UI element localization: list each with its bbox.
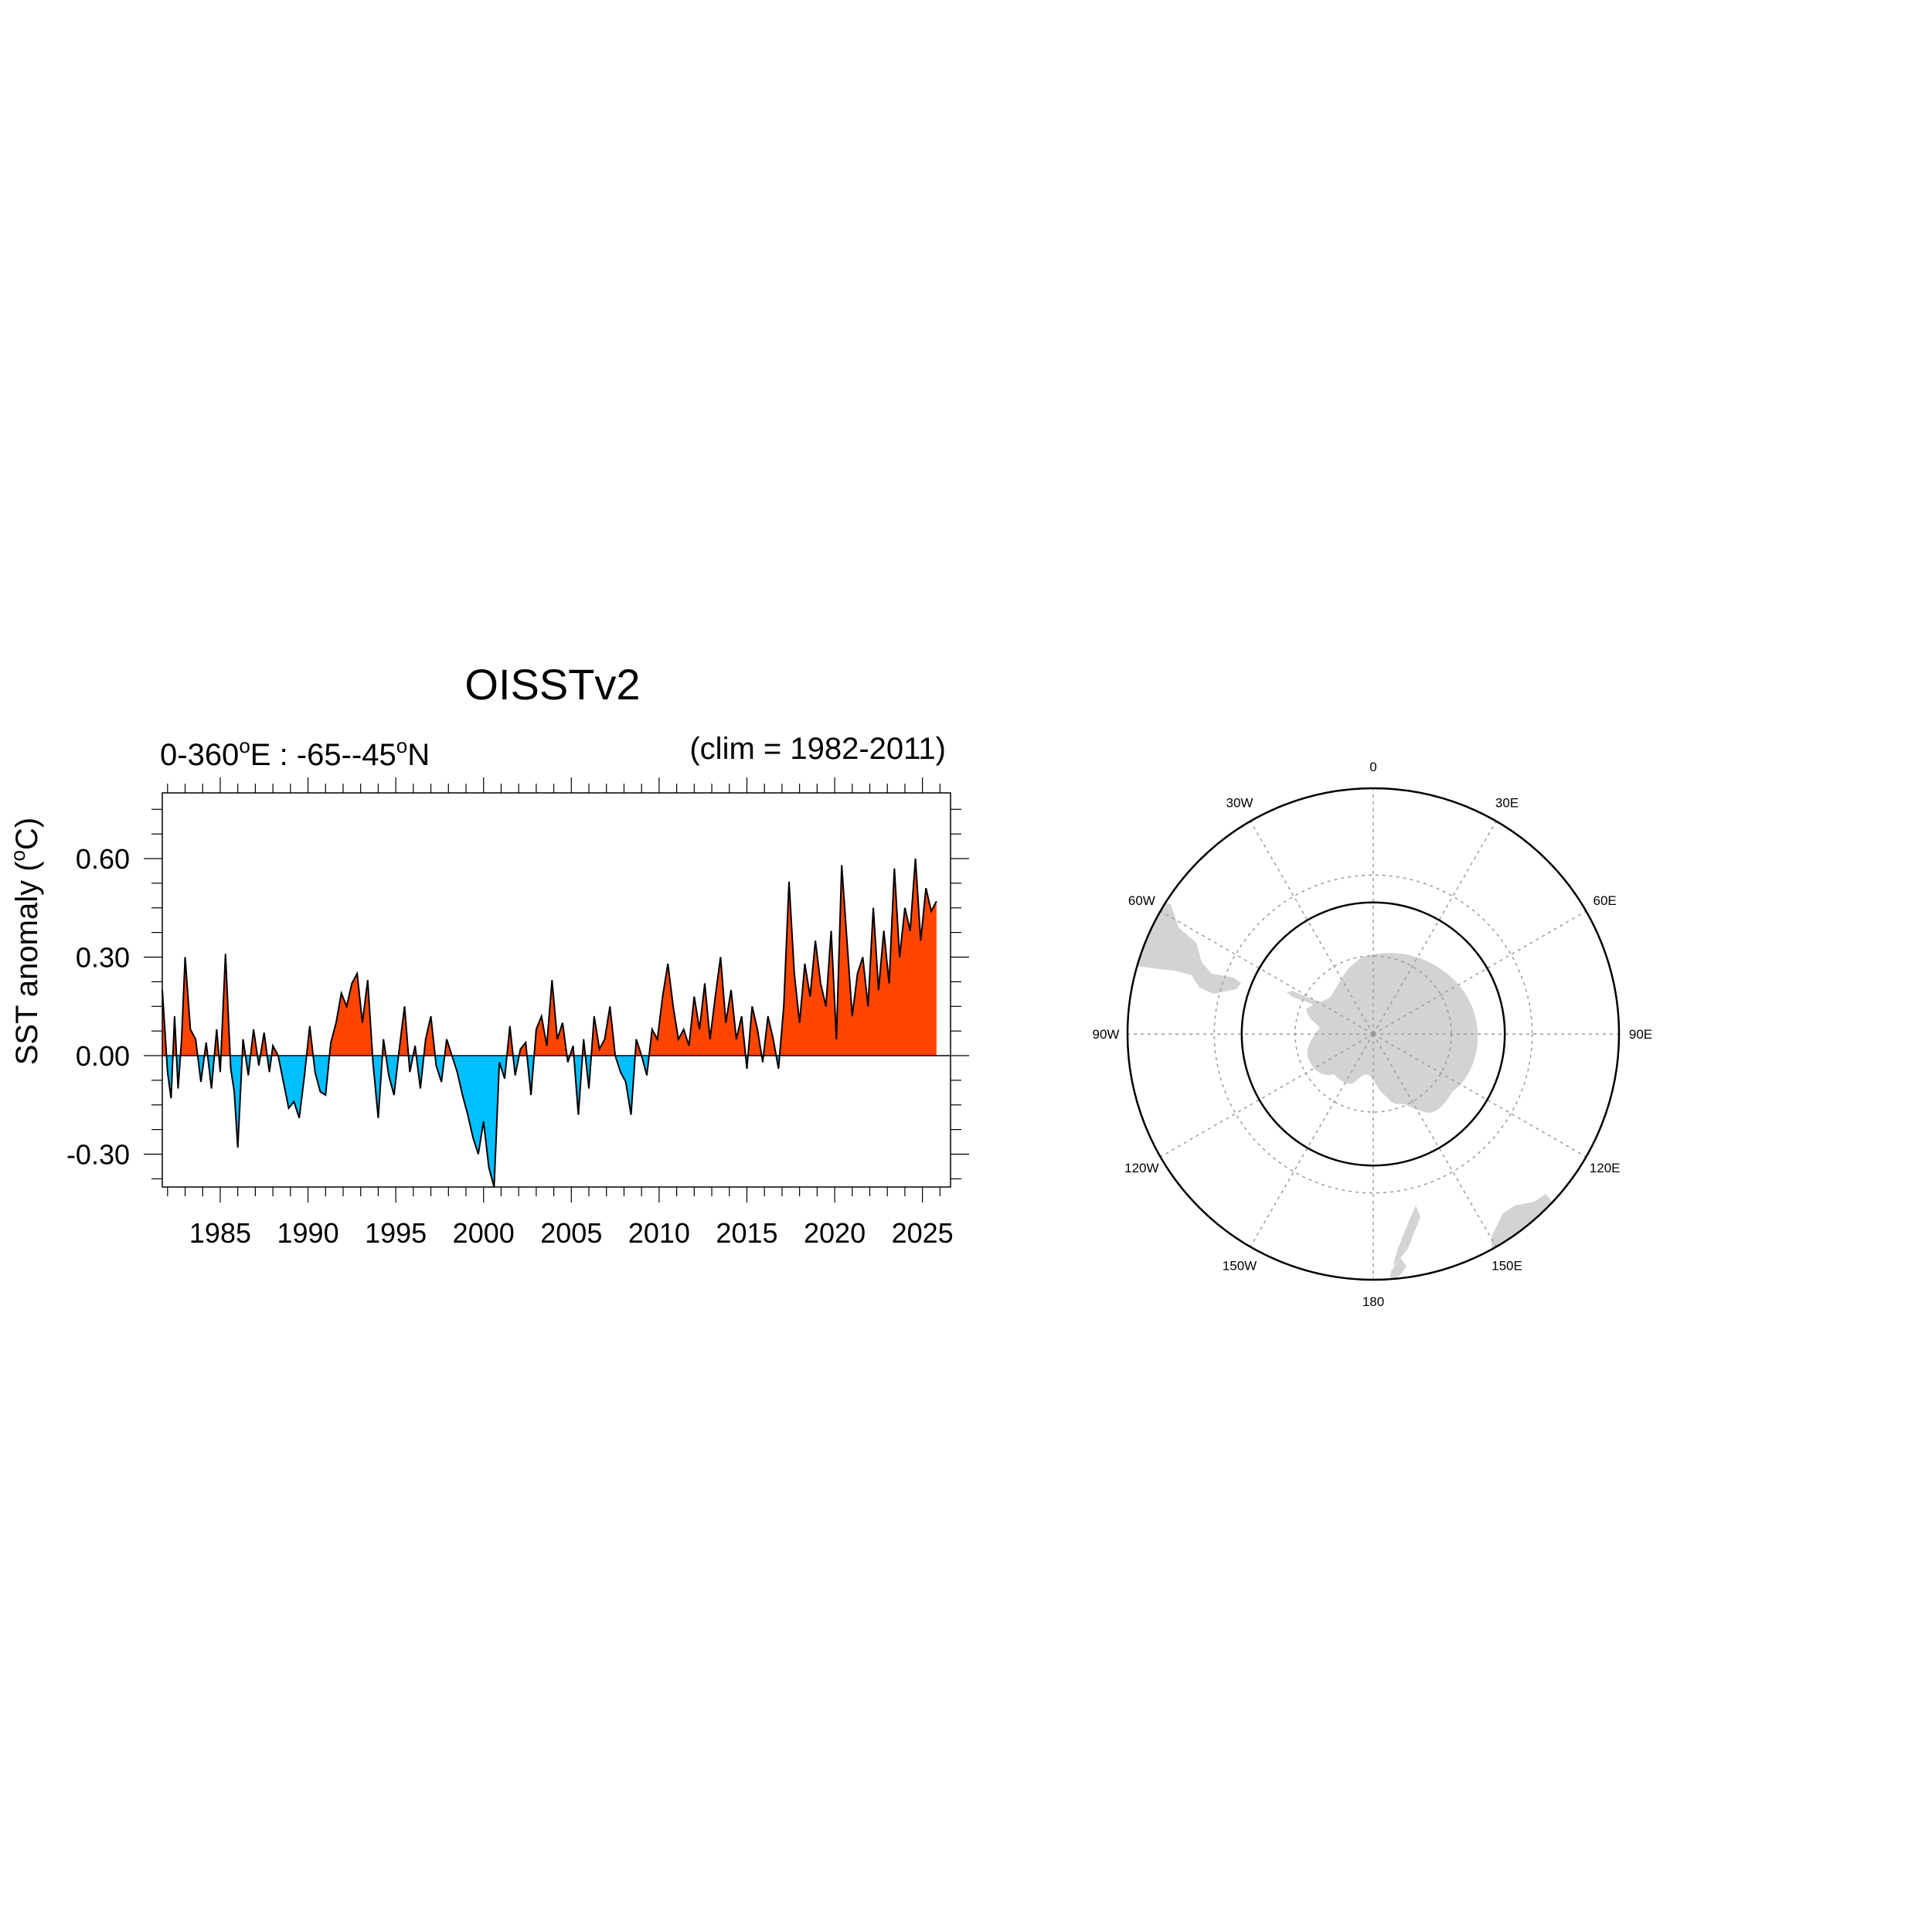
antarctica-landmass	[1306, 953, 1478, 1113]
x-tick-label: 1990	[277, 1217, 339, 1249]
region-box-inner-circle	[1240, 901, 1506, 1167]
x-tick-label: 2000	[453, 1217, 515, 1249]
longitude-label: 150W	[1223, 1259, 1257, 1274]
new-zealand-south-island	[1389, 1258, 1406, 1280]
positive-anomaly-fill	[162, 859, 937, 1056]
longitude-label: 30E	[1495, 795, 1519, 810]
longitude-label: 90E	[1629, 1027, 1652, 1042]
longitude-labels: 0 30E 60E 90E 120E 150E 180 150W 120W 90W 60W 30W	[1093, 760, 1653, 1309]
longitude-label: 180	[1362, 1294, 1384, 1309]
x-tick-label: 2010	[628, 1217, 690, 1249]
climatology-subtitle: (clim = 1982-2011)	[689, 732, 946, 766]
latitude-gridline	[1213, 874, 1533, 1194]
plot-frame	[162, 792, 951, 1188]
new-zealand-landmass	[1393, 1206, 1420, 1267]
region-subtitle-part1: 0-360	[160, 738, 239, 772]
y-axis-label: SST anomaly (oC)	[6, 818, 44, 1066]
y-tick-label: -0.30	[66, 1139, 130, 1171]
region-subtitle-degree-2: o	[396, 734, 407, 757]
map-land-layer	[1128, 893, 1577, 1280]
region-box-outline	[1126, 787, 1621, 1281]
y-axis-label-part1: SST anomaly (	[10, 861, 44, 1065]
longitude-label: 0	[1369, 760, 1376, 774]
chart-title: OISSTv2	[464, 660, 640, 709]
negative-anomaly-fill	[162, 1056, 937, 1187]
longitude-label: 120E	[1590, 1161, 1621, 1175]
longitude-label: 90W	[1093, 1027, 1120, 1042]
region-subtitle-degree-1: o	[239, 734, 250, 757]
anomaly-area-series	[162, 858, 937, 1188]
chart-axes	[144, 777, 969, 1202]
longitude-gridline	[1250, 1033, 1374, 1247]
longitude-label: 60W	[1128, 893, 1155, 908]
tick-labels: 1985 1990 1995 2000 2005 2010 2015 2020 2025 -0.3…	[66, 843, 954, 1249]
longitude-gridline	[1372, 1033, 1587, 1158]
x-tick-label: 2005	[540, 1217, 602, 1249]
longitude-gridline	[1372, 910, 1587, 1035]
longitude-label: 30W	[1226, 795, 1253, 810]
longitude-label: 60E	[1594, 893, 1617, 908]
x-tick-label: 2025	[892, 1217, 954, 1249]
y-tick-label: 0.60	[76, 843, 130, 875]
y-axis-label-part2: C)	[10, 818, 44, 850]
x-tick-label: 2015	[716, 1217, 777, 1249]
x-tick-label: 1995	[365, 1217, 427, 1249]
antarctic-peninsula	[1287, 991, 1323, 1009]
south-polar-region-map: 0 30E 60E 90E 120E 150E 180 150W 120W 90W 60W 30W	[1093, 760, 1653, 1309]
longitude-label: 120W	[1124, 1161, 1158, 1175]
y-tick-label: 0.00	[76, 1040, 130, 1072]
region-subtitle-part2: E : -65--45	[250, 738, 396, 772]
longitude-gridline	[1160, 1033, 1374, 1158]
sst-anomaly-chart: OISSTv2 0-360oE : -65--45oN (clim = 1982…	[6, 660, 969, 1249]
y-tick-label: 0.30	[76, 942, 130, 974]
x-tick-label: 2020	[804, 1217, 866, 1249]
region-subtitle: 0-360oE : -65--45oN	[160, 734, 430, 772]
region-subtitle-part3: N	[407, 738, 430, 772]
region-box-outer-circle	[1126, 787, 1621, 1281]
longitude-label: 150E	[1492, 1259, 1522, 1274]
x-tick-label: 1985	[189, 1217, 251, 1249]
y-axis-label-degree: o	[6, 850, 29, 861]
